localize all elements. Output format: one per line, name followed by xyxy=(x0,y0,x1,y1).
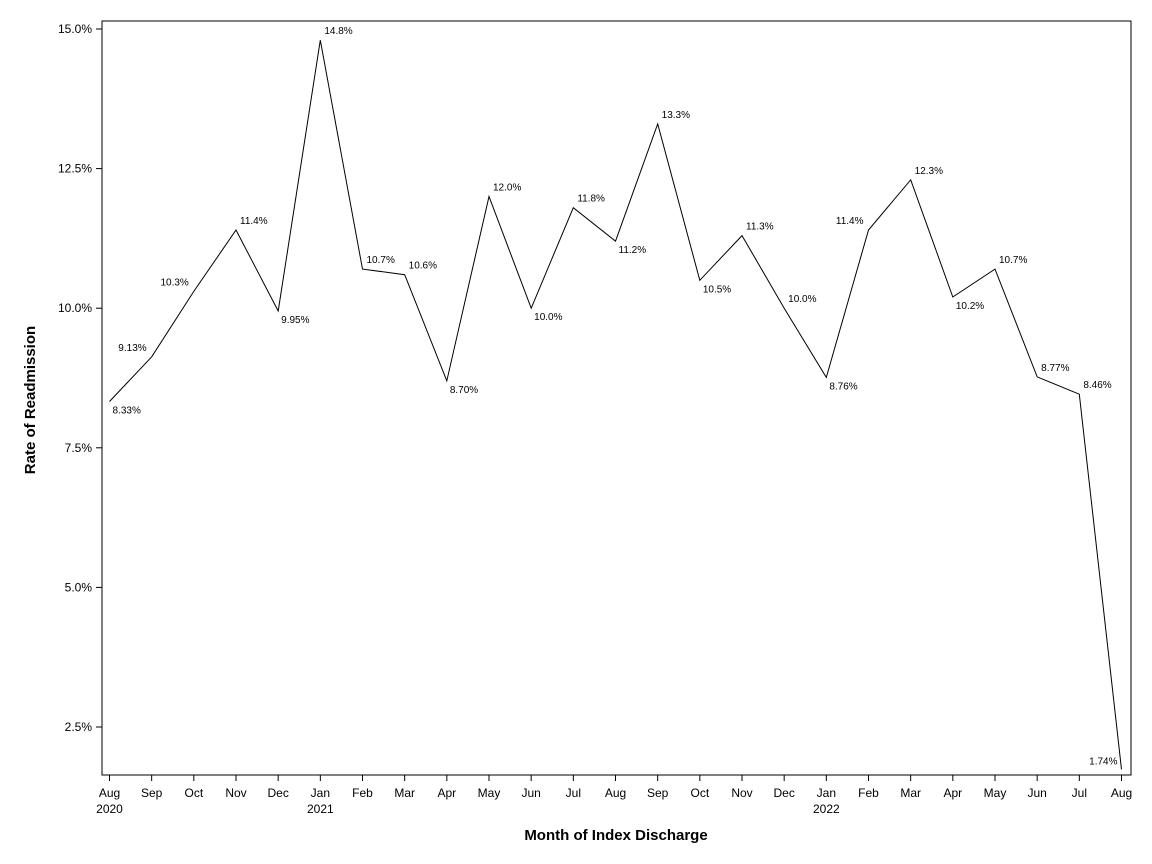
data-label: 12.0% xyxy=(493,183,521,194)
x-tick-label: Mar xyxy=(394,786,415,800)
data-label: 10.7% xyxy=(999,255,1027,266)
x-year-label: 2020 xyxy=(96,802,123,816)
data-label: 11.2% xyxy=(619,245,647,256)
x-tick-label: Aug xyxy=(1111,786,1132,800)
data-labels: 8.33% 9.13% 10.3% 11.4% 9.95% 14.8% 10.7% 10.6%… xyxy=(113,26,1118,767)
x-tick-label: May xyxy=(478,786,501,800)
x-tick-label: Nov xyxy=(731,786,752,800)
x-tick-label: Nov xyxy=(225,786,246,800)
x-axis-title: Month of Index Discharge xyxy=(524,827,707,844)
x-year-label: 2021 xyxy=(307,802,334,816)
x-tick-label: Aug xyxy=(605,786,626,800)
data-label: 10.0% xyxy=(788,294,816,305)
data-label: 8.77% xyxy=(1041,363,1069,374)
data-label: 10.7% xyxy=(367,255,395,266)
y-tick-label: 10.0% xyxy=(58,301,92,315)
x-tick-label: Apr xyxy=(943,786,962,800)
x-tick-label: Sep xyxy=(647,786,669,800)
data-label: 8.33% xyxy=(113,405,141,416)
x-tick-label: Jul xyxy=(1072,786,1087,800)
plot-frame xyxy=(101,20,1132,776)
x-tick-label: Oct xyxy=(690,786,709,800)
data-label: 11.4% xyxy=(240,216,268,227)
x-tick-label: May xyxy=(984,786,1007,800)
data-label: 11.8% xyxy=(577,194,605,205)
y-tick-label: 5.0% xyxy=(65,580,93,594)
x-tick-label: Jun xyxy=(521,786,540,800)
y-tick-label: 12.5% xyxy=(58,162,92,176)
data-label: 11.3% xyxy=(746,222,774,233)
x-tick-label: Sep xyxy=(141,786,163,800)
data-label: 1.74% xyxy=(1089,756,1117,767)
x-tick-label: Jul xyxy=(566,786,581,800)
x-tick-label: Jun xyxy=(1027,786,1046,800)
x-year-label: 2022 xyxy=(813,802,840,816)
y-axis-title: Rate of Readmission xyxy=(22,326,39,474)
x-tick-label: Feb xyxy=(352,786,373,800)
data-label: 14.8% xyxy=(324,26,352,37)
x-tick-label: Jan xyxy=(311,786,330,800)
y-tick-label: 2.5% xyxy=(65,720,93,734)
data-label: 10.0% xyxy=(534,312,562,323)
x-axis: Aug 2020 Sep Oct Nov Dec Jan 2021 Feb Mar Apr May Ju… xyxy=(96,775,1132,816)
x-tick-label: Dec xyxy=(267,786,288,800)
x-tick-label: Aug xyxy=(99,786,120,800)
data-label: 11.4% xyxy=(836,216,864,227)
data-label: 8.76% xyxy=(829,381,857,392)
series-line xyxy=(109,40,1122,770)
data-label: 9.95% xyxy=(281,315,309,326)
y-axis: 2.5% 5.0% 7.5% 10.0% 12.5% 15.0% xyxy=(58,22,102,734)
data-label: 9.13% xyxy=(118,343,146,354)
x-tick-label: Mar xyxy=(900,786,921,800)
x-tick-label: Apr xyxy=(437,786,456,800)
x-tick-label: Feb xyxy=(858,786,879,800)
x-tick-label: Oct xyxy=(184,786,203,800)
data-label: 10.2% xyxy=(956,301,984,312)
data-label: 10.5% xyxy=(703,284,731,295)
y-tick-label: 7.5% xyxy=(65,441,93,455)
data-label: 8.46% xyxy=(1083,380,1111,391)
data-label: 10.3% xyxy=(160,277,188,288)
x-tick-label: Jan xyxy=(817,786,836,800)
data-label: 8.70% xyxy=(450,385,478,396)
data-label: 10.6% xyxy=(409,261,437,272)
y-tick-label: 15.0% xyxy=(58,22,92,36)
data-label: 12.3% xyxy=(915,166,943,177)
data-label: 13.3% xyxy=(662,110,690,121)
x-tick-label: Dec xyxy=(773,786,794,800)
